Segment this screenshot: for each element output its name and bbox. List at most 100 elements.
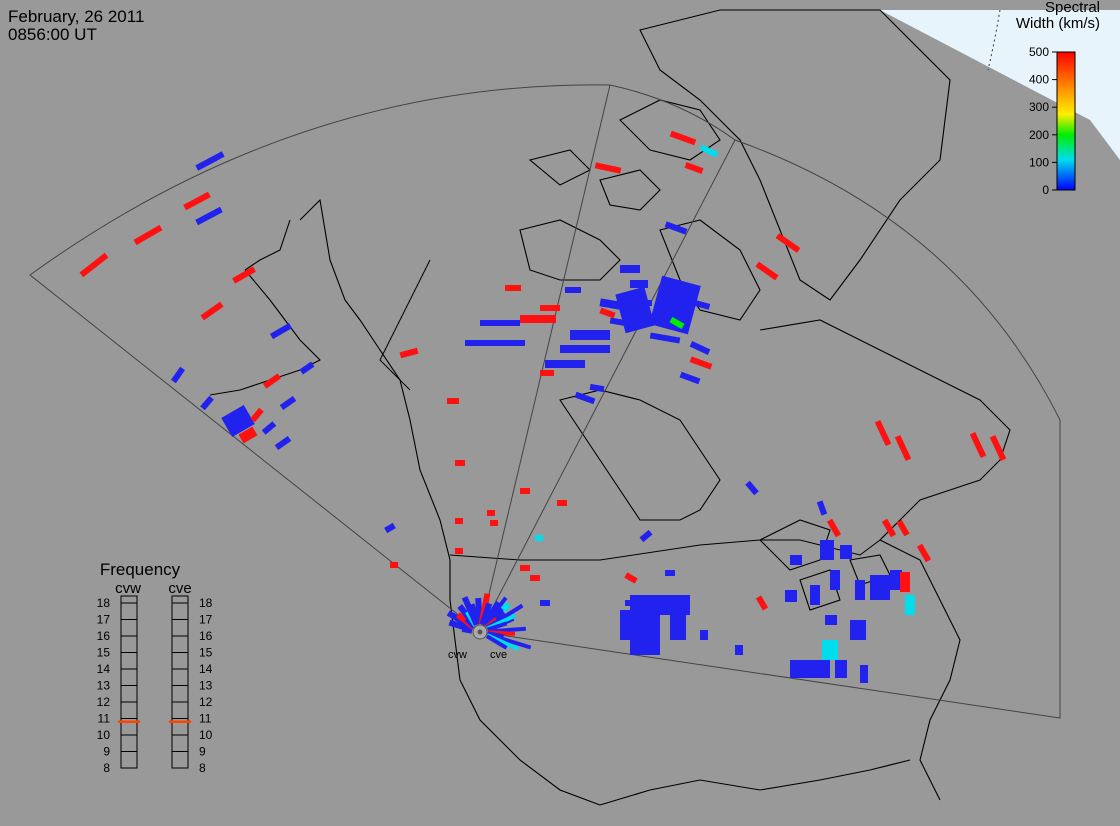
scatter-cell	[390, 562, 398, 568]
scatter-cell	[855, 580, 865, 600]
scatter-cell	[816, 500, 828, 516]
scatter-cell	[900, 572, 910, 592]
colorbar-tick-label: 200	[1029, 128, 1049, 142]
scatter-cell	[810, 585, 820, 605]
date-label: February, 26 2011	[8, 7, 145, 26]
scatter-cell	[825, 615, 837, 625]
scatter-cell	[689, 356, 713, 370]
freq-scale-label: 18	[97, 596, 111, 610]
scatter-cell	[520, 488, 530, 494]
freq-scale-label: 16	[97, 629, 111, 643]
colorbar-tick-label: 400	[1029, 73, 1049, 87]
scatter-cell	[238, 426, 258, 444]
freq-col-label-cvw: cvw	[115, 580, 141, 597]
scatter-cell	[465, 340, 525, 346]
scatter-cell	[689, 341, 711, 355]
scatter-cell	[183, 191, 211, 211]
scatter-cell	[262, 373, 282, 389]
scatter-cell	[649, 332, 681, 344]
colorbar: 500 400 300 200 100 0	[1029, 45, 1076, 197]
freq-column-cvw	[120, 595, 138, 769]
colorbar-tick-label: 300	[1029, 100, 1049, 114]
freq-scale-label: 13	[199, 679, 213, 693]
scatter-cell	[649, 275, 701, 335]
freq-scale-label: 13	[97, 679, 111, 693]
site-label-cvw: cvw	[448, 649, 467, 661]
scatter-cell	[505, 285, 521, 291]
fields-of-view	[29, 84, 1061, 719]
colorbar-tick-label: 0	[1042, 183, 1049, 197]
scatter-cell	[615, 286, 655, 334]
scatter-cell	[195, 206, 223, 226]
scatter-cell	[775, 233, 801, 253]
scatter-cell	[599, 298, 621, 310]
time-label: 0856:00 UT	[8, 25, 97, 44]
scatter-cell	[570, 330, 610, 340]
freq-scale-label: 15	[199, 646, 213, 660]
scatter-cell	[835, 660, 847, 678]
freq-scale-label: 14	[199, 662, 213, 676]
freq-scale-label: 12	[97, 695, 111, 709]
freq-scale-label: 9	[199, 745, 206, 759]
scatter-cell	[269, 322, 293, 340]
freq-scale-label: 11	[98, 712, 111, 726]
scatter-cell	[624, 572, 638, 584]
scatter-cell	[639, 529, 653, 543]
scatter-cell	[261, 421, 277, 435]
freq-scale-label: 8	[103, 761, 110, 775]
scatter-cell	[485, 634, 508, 650]
scatter-cell	[969, 431, 987, 459]
scatter-cell	[455, 518, 463, 524]
colorbar-tick-label: 100	[1029, 155, 1049, 169]
timestamp-block: February, 26 2011 0856:00 UT	[8, 8, 144, 44]
scatter-cell	[826, 518, 842, 538]
freq-column-cve	[171, 595, 189, 769]
scatter-cell	[905, 595, 915, 615]
scatter-cell	[735, 645, 743, 655]
scatter-cell	[480, 320, 520, 326]
scatter-cell	[664, 221, 688, 235]
scatter-cell	[670, 610, 686, 640]
scatter-cell	[785, 590, 797, 602]
scatter-cell	[560, 345, 610, 353]
freq-col-label-cve: cve	[168, 580, 191, 597]
scatter-cell	[384, 522, 396, 534]
scatter-cell	[599, 307, 616, 319]
freq-scale-label: 17	[199, 613, 213, 627]
scatter-cell	[822, 640, 838, 660]
scatter-cell	[200, 301, 224, 321]
freq-scale-label: 11	[199, 712, 212, 726]
scatter-cell	[540, 305, 560, 311]
scatter-cell	[700, 630, 708, 640]
scatter-cell	[679, 371, 701, 385]
terminator-line	[987, 9, 1001, 71]
scatter-cell	[250, 407, 264, 423]
scatter-cell	[790, 660, 830, 678]
scatter-cell	[557, 500, 567, 506]
freq-scale-label: 15	[97, 646, 111, 660]
scatter-cell	[195, 151, 225, 171]
scatter-cell	[589, 383, 605, 393]
scatter-cell	[170, 366, 186, 384]
freq-scale-label: 18	[199, 596, 213, 610]
colorbar-title-line2: Width (km/s)	[1015, 15, 1100, 32]
scatter-cell	[545, 360, 585, 368]
scatter-cell	[535, 535, 543, 541]
scatter-cell	[679, 296, 711, 310]
scatter-cell	[630, 280, 648, 288]
scatter-cell	[684, 162, 704, 174]
colorbar-tick-label: 500	[1029, 45, 1049, 59]
scatter-cell	[594, 162, 622, 174]
scatter-cell	[881, 518, 897, 538]
scatter-cell	[540, 370, 554, 376]
scatter-cell	[540, 600, 550, 606]
night-region	[880, 10, 1120, 160]
scatter-cell	[874, 419, 892, 447]
scatter-cell	[274, 435, 292, 451]
freq-scale-label: 16	[199, 629, 213, 643]
scatter-cell	[574, 391, 596, 405]
scatter-cell	[665, 570, 675, 576]
scatter-cell	[894, 434, 912, 462]
scatter-cell	[520, 565, 530, 571]
